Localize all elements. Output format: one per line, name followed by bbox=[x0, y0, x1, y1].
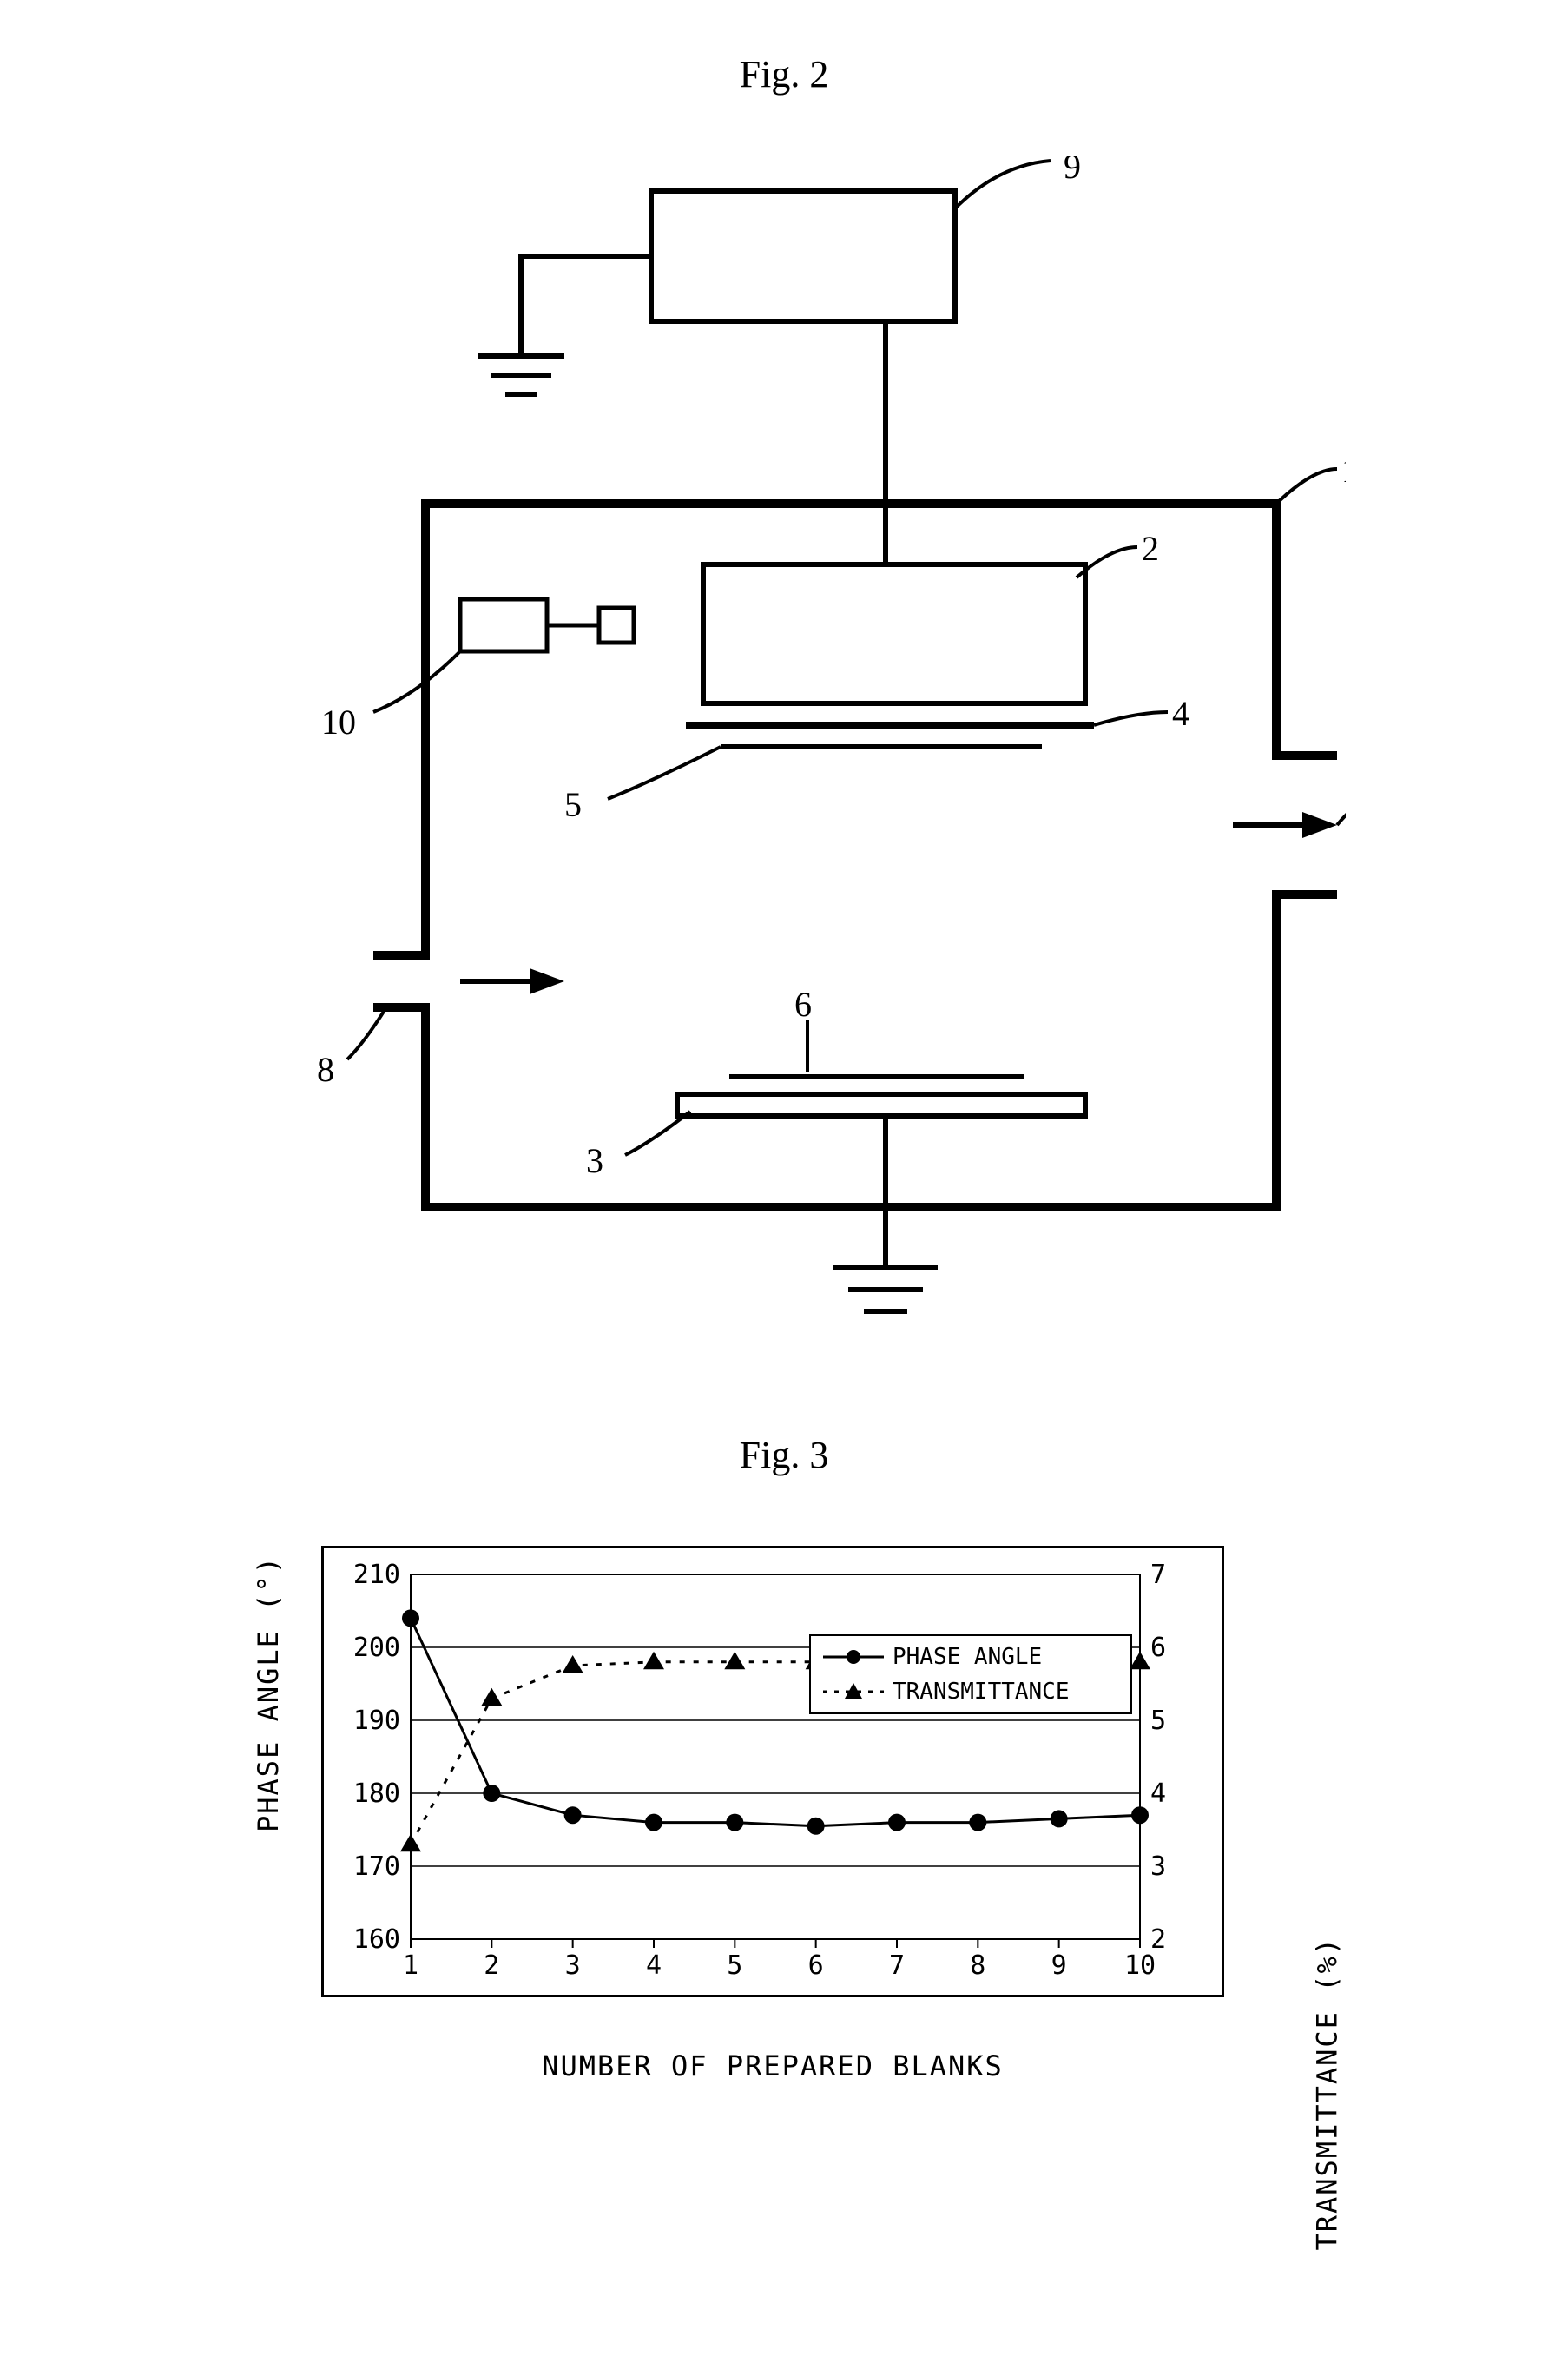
legend-phase-label: PHASE ANGLE bbox=[893, 1644, 1042, 1670]
leader-3 bbox=[625, 1112, 690, 1155]
label-2: 2 bbox=[1142, 529, 1159, 568]
fig2-diagram: 9 1 2 10 4 5 bbox=[217, 156, 1346, 1355]
phase-angle-marker bbox=[807, 1818, 825, 1835]
transmittance-marker bbox=[400, 1834, 421, 1851]
x-tick-label: 6 bbox=[808, 1950, 824, 1981]
x-tick-label: 2 bbox=[484, 1950, 499, 1981]
fig2-title: Fig. 2 bbox=[0, 52, 1568, 96]
transmittance-marker bbox=[724, 1652, 745, 1669]
legend-trans-label: TRANSMITTANCE bbox=[893, 1679, 1070, 1705]
phase-angle-marker bbox=[1051, 1810, 1068, 1827]
y-right-tick: 5 bbox=[1150, 1706, 1166, 1736]
phase-angle-marker bbox=[1131, 1806, 1149, 1824]
box-2 bbox=[703, 564, 1085, 703]
y-left-tick: 170 bbox=[353, 1851, 400, 1882]
fig3-title: Fig. 3 bbox=[0, 1433, 1568, 1477]
phase-angle-marker bbox=[969, 1814, 986, 1831]
y-right-label: TRANSMITTANCE (%) bbox=[1311, 1937, 1344, 2251]
y-right-tick: 3 bbox=[1150, 1851, 1166, 1882]
y-right-tick: 4 bbox=[1150, 1778, 1166, 1809]
box-10-inner bbox=[599, 608, 634, 643]
transmittance-marker bbox=[563, 1655, 583, 1673]
phase-angle-marker bbox=[564, 1806, 582, 1824]
leader-10 bbox=[373, 651, 460, 712]
transmittance-marker bbox=[1130, 1652, 1150, 1669]
transmittance-marker bbox=[643, 1652, 664, 1669]
phase-angle-marker bbox=[483, 1785, 500, 1802]
port-8-opening bbox=[421, 960, 438, 1003]
label-9: 9 bbox=[1064, 156, 1081, 186]
label-10: 10 bbox=[321, 703, 356, 742]
x-tick-label: 8 bbox=[970, 1950, 985, 1981]
x-label: NUMBER OF PREPARED BLANKS bbox=[321, 2049, 1224, 2082]
y-left-tick: 210 bbox=[353, 1560, 400, 1590]
chamber-1 bbox=[425, 504, 1276, 1207]
leader-1 bbox=[1272, 469, 1337, 508]
x-tick-label: 3 bbox=[565, 1950, 581, 1981]
x-tick-label: 5 bbox=[727, 1950, 742, 1981]
transmittance-marker bbox=[481, 1688, 502, 1706]
phase-angle-marker bbox=[402, 1609, 419, 1627]
plot-svg: 16017018019020021023456712345678910PHASE… bbox=[324, 1548, 1227, 2000]
x-tick-label: 9 bbox=[1051, 1950, 1067, 1981]
label-1: 1 bbox=[1341, 451, 1346, 490]
wire-9-ground bbox=[521, 256, 651, 356]
x-tick-label: 10 bbox=[1124, 1950, 1156, 1981]
phase-angle-marker bbox=[726, 1814, 743, 1831]
y-right-tick: 7 bbox=[1150, 1560, 1166, 1590]
phase-angle-marker bbox=[645, 1814, 662, 1831]
y-left-tick: 160 bbox=[353, 1924, 400, 1955]
label-8: 8 bbox=[317, 1050, 334, 1089]
arrow-7-head bbox=[1302, 812, 1337, 838]
fig3-chart: PHASE ANGLE (°) TRANSMITTANCE (%) NUMBER… bbox=[217, 1528, 1346, 2180]
y-left-tick: 200 bbox=[353, 1633, 400, 1663]
y-left-tick: 180 bbox=[353, 1778, 400, 1809]
leader-7 bbox=[1337, 799, 1346, 825]
phase-angle-marker bbox=[888, 1814, 906, 1831]
y-left-label: PHASE ANGLE (°) bbox=[252, 1555, 285, 1832]
leader-9 bbox=[955, 161, 1051, 208]
plot-border bbox=[411, 1574, 1140, 1939]
label-6: 6 bbox=[794, 985, 812, 1024]
plate-3 bbox=[677, 1094, 1085, 1116]
legend-phase-marker bbox=[847, 1650, 860, 1664]
x-tick-label: 4 bbox=[646, 1950, 662, 1981]
leader-8 bbox=[347, 1007, 386, 1059]
label-5: 5 bbox=[564, 785, 582, 824]
leader-4 bbox=[1094, 712, 1168, 725]
box-10-outer bbox=[460, 599, 547, 651]
box-9 bbox=[651, 191, 955, 321]
label-4: 4 bbox=[1172, 694, 1189, 733]
y-right-tick: 6 bbox=[1150, 1633, 1166, 1663]
x-tick-label: 7 bbox=[889, 1950, 905, 1981]
arrow-8-head bbox=[530, 968, 564, 994]
chart-frame: 16017018019020021023456712345678910PHASE… bbox=[321, 1546, 1224, 1997]
x-tick-label: 1 bbox=[403, 1950, 418, 1981]
y-left-tick: 190 bbox=[353, 1706, 400, 1736]
fig2-svg: 9 1 2 10 4 5 bbox=[217, 156, 1346, 1355]
label-3: 3 bbox=[586, 1141, 603, 1180]
leader-5 bbox=[608, 747, 721, 799]
